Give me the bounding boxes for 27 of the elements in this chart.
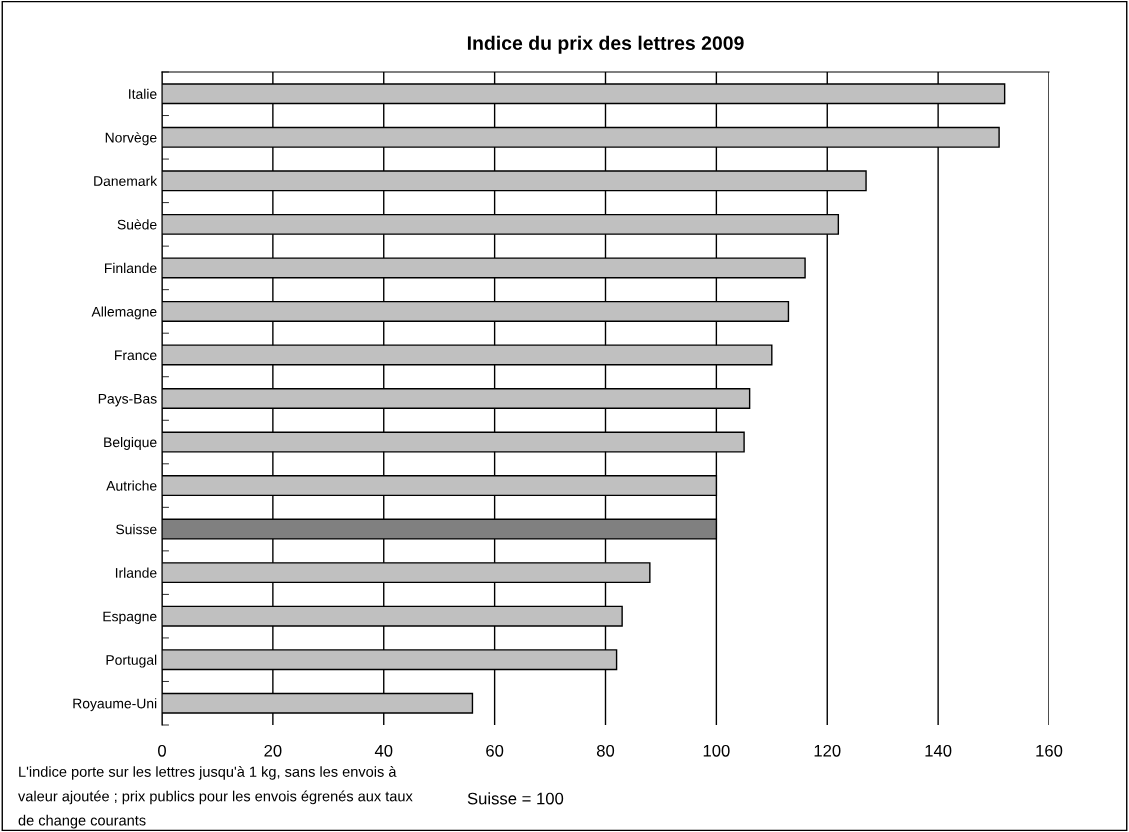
- y-tick-label: Finlande: [105, 262, 157, 274]
- y-tick-label: Belgique: [104, 437, 157, 450]
- x-tick-label: 80: [596, 744, 615, 757]
- x-tick-label: 20: [264, 744, 282, 757]
- y-tick-label: Norvège: [105, 132, 157, 146]
- text: Suisse = 100: [467, 792, 564, 805]
- x-tick-label: 140: [925, 744, 952, 757]
- y-tick-label: Autriche: [106, 480, 157, 491]
- y-tick-label: Pays-Bas: [98, 393, 157, 407]
- y-tick-label: Danemark: [94, 175, 158, 186]
- x-tick-label: 120: [814, 744, 841, 757]
- x-tick-label: 160: [1036, 744, 1063, 757]
- y-tick-label: Allemagne: [91, 306, 157, 320]
- chart-title: Indice du prix des lettres 2009: [467, 35, 744, 54]
- x-tick-label: 0: [158, 744, 166, 757]
- x-tick-label: 40: [374, 744, 393, 757]
- x-tick-label: 60: [486, 744, 504, 757]
- y-tick-label: Royaume-Uni: [73, 698, 157, 712]
- y-tick-label: Suisse: [116, 524, 157, 535]
- y-tick-label: Espagne: [103, 611, 157, 625]
- y-tick-label: Portugal: [106, 654, 157, 668]
- y-tick-label: France: [115, 350, 157, 361]
- text: L'indice porte sur les lettres jusqu'à 1 kg, sans les envois à valeur ajoutée ; prix publics pour les envois égrenés aux taux de change courants: [18, 766, 413, 829]
- y-tick-label: Suède: [117, 219, 157, 230]
- y-tick-label: Irlande: [115, 567, 157, 578]
- y-tick-label: Italie: [129, 88, 157, 99]
- x-tick-label: 100: [703, 744, 730, 757]
